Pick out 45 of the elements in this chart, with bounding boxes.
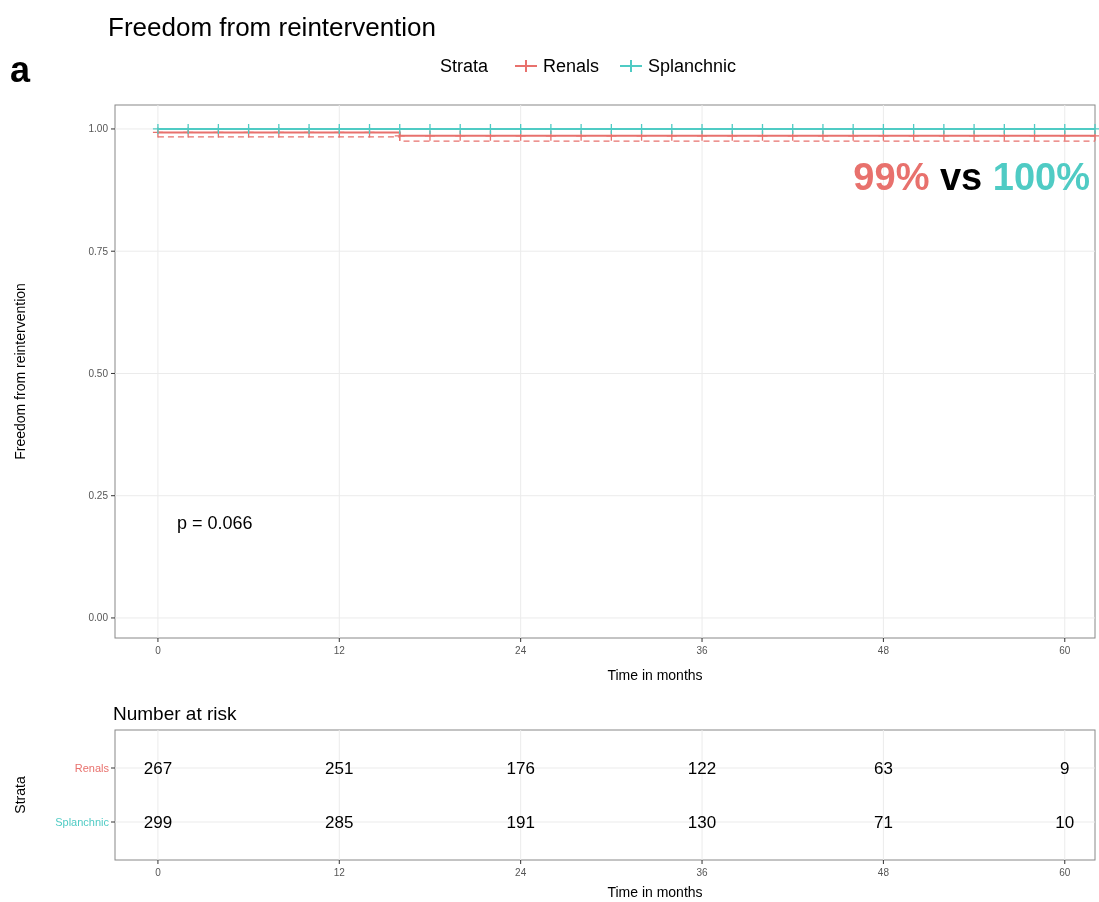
data-label: 63 <box>873 759 893 778</box>
annotation: vs <box>929 156 983 198</box>
legend-title: Strata <box>440 56 490 76</box>
data-label: 176 <box>506 759 535 778</box>
x-tick-label: 0 <box>155 867 162 878</box>
x-tick-label: 60 <box>1059 645 1071 656</box>
annotation: 99% <box>853 156 930 198</box>
x-tick-label: 60 <box>1059 867 1071 878</box>
data-label: 285 <box>325 813 354 832</box>
annotation: 100% <box>982 156 1090 198</box>
data-label: 130 <box>687 813 717 832</box>
text: a <box>10 49 31 90</box>
data-label: 10 <box>1055 813 1075 832</box>
x-tick-label: 12 <box>333 645 346 656</box>
x-tick-label: 48 <box>877 645 890 656</box>
x-tick-label: 36 <box>696 867 709 878</box>
chart-title: Number at risk <box>113 703 238 724</box>
x-axis-title: Time in months <box>607 667 703 683</box>
y-tick-label: 0.75 <box>88 245 109 257</box>
legend-label: Splanchnic <box>648 56 737 76</box>
data-label: 251 <box>325 759 354 778</box>
data-label: 299 <box>143 813 173 832</box>
x-tick-label: 36 <box>696 645 709 656</box>
y-tick-label: Renals <box>74 762 110 774</box>
x-tick-label: 24 <box>515 645 527 656</box>
data-label: 267 <box>143 759 173 778</box>
y-tick-label: 0.00 <box>88 612 109 624</box>
y-tick-label: 1.00 <box>88 123 109 135</box>
chart-title: Freedom from reintervention <box>108 12 437 42</box>
data-label: 71 <box>873 813 893 832</box>
y-tick-label: 0.25 <box>88 490 109 502</box>
x-tick-label: 48 <box>877 867 890 878</box>
legend-label: Renals <box>543 56 600 76</box>
annotation: p = 0.066 <box>177 513 253 533</box>
x-tick-label: 24 <box>515 867 527 878</box>
y-axis-title: Freedom from reintervention <box>12 283 28 460</box>
y-tick-label: 0.50 <box>88 367 109 379</box>
x-tick-label: 0 <box>155 645 162 656</box>
x-axis-title: Time in months <box>607 884 703 900</box>
y-axis-title: Strata <box>12 776 28 814</box>
y-tick-label: Splanchnic <box>55 816 110 828</box>
data-label: 191 <box>506 813 535 832</box>
x-tick-label: 12 <box>333 867 346 878</box>
data-label: 9 <box>1060 759 1070 778</box>
data-label: 122 <box>687 759 717 778</box>
